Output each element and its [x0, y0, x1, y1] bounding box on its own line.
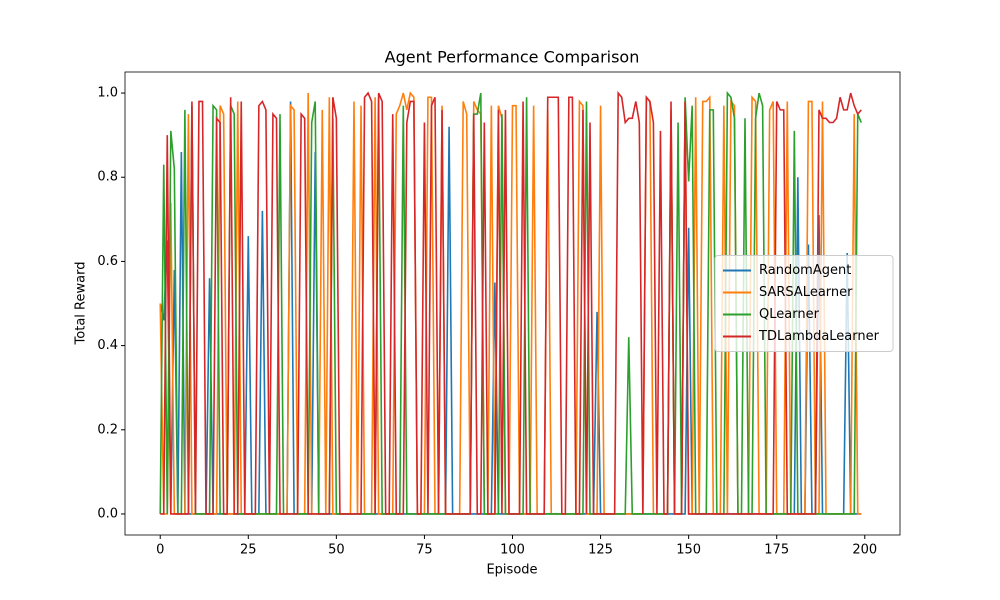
y-tick-label: 0.2 — [97, 422, 118, 437]
legend-label: SARSALearner — [759, 285, 853, 300]
legend-label: QLearner — [759, 307, 820, 322]
legend-label: RandomAgent — [759, 263, 851, 278]
y-tick-label: 0.8 — [97, 170, 118, 185]
x-tick-label: 200 — [852, 543, 877, 558]
y-tick-label: 1.0 — [97, 86, 118, 101]
chart-title: Agent Performance Comparison — [385, 48, 640, 67]
y-tick-label: 0.6 — [97, 254, 118, 269]
x-tick-label: 25 — [240, 543, 257, 558]
x-tick-label: 100 — [500, 543, 525, 558]
legend-label: TDLambdaLearner — [758, 329, 880, 344]
series-line — [160, 90, 862, 515]
x-tick-label: 50 — [328, 543, 345, 558]
x-axis-label: Episode — [486, 563, 537, 578]
legend: RandomAgent SARSALearner QLearner TDLambdaL… — [714, 255, 894, 352]
y-tick-label: 0.0 — [97, 506, 118, 521]
x-tick-label: 150 — [676, 543, 701, 558]
x-tick-label: 175 — [764, 543, 789, 558]
legend-box — [714, 255, 894, 352]
y-tick-label: 0.4 — [97, 338, 118, 353]
x-tick-label: 125 — [588, 543, 613, 558]
x-tick-label: 75 — [416, 543, 433, 558]
x-tick-label: 0 — [156, 543, 164, 558]
y-axis-label: Total Reward — [74, 262, 89, 346]
plot-frame — [124, 71, 901, 536]
